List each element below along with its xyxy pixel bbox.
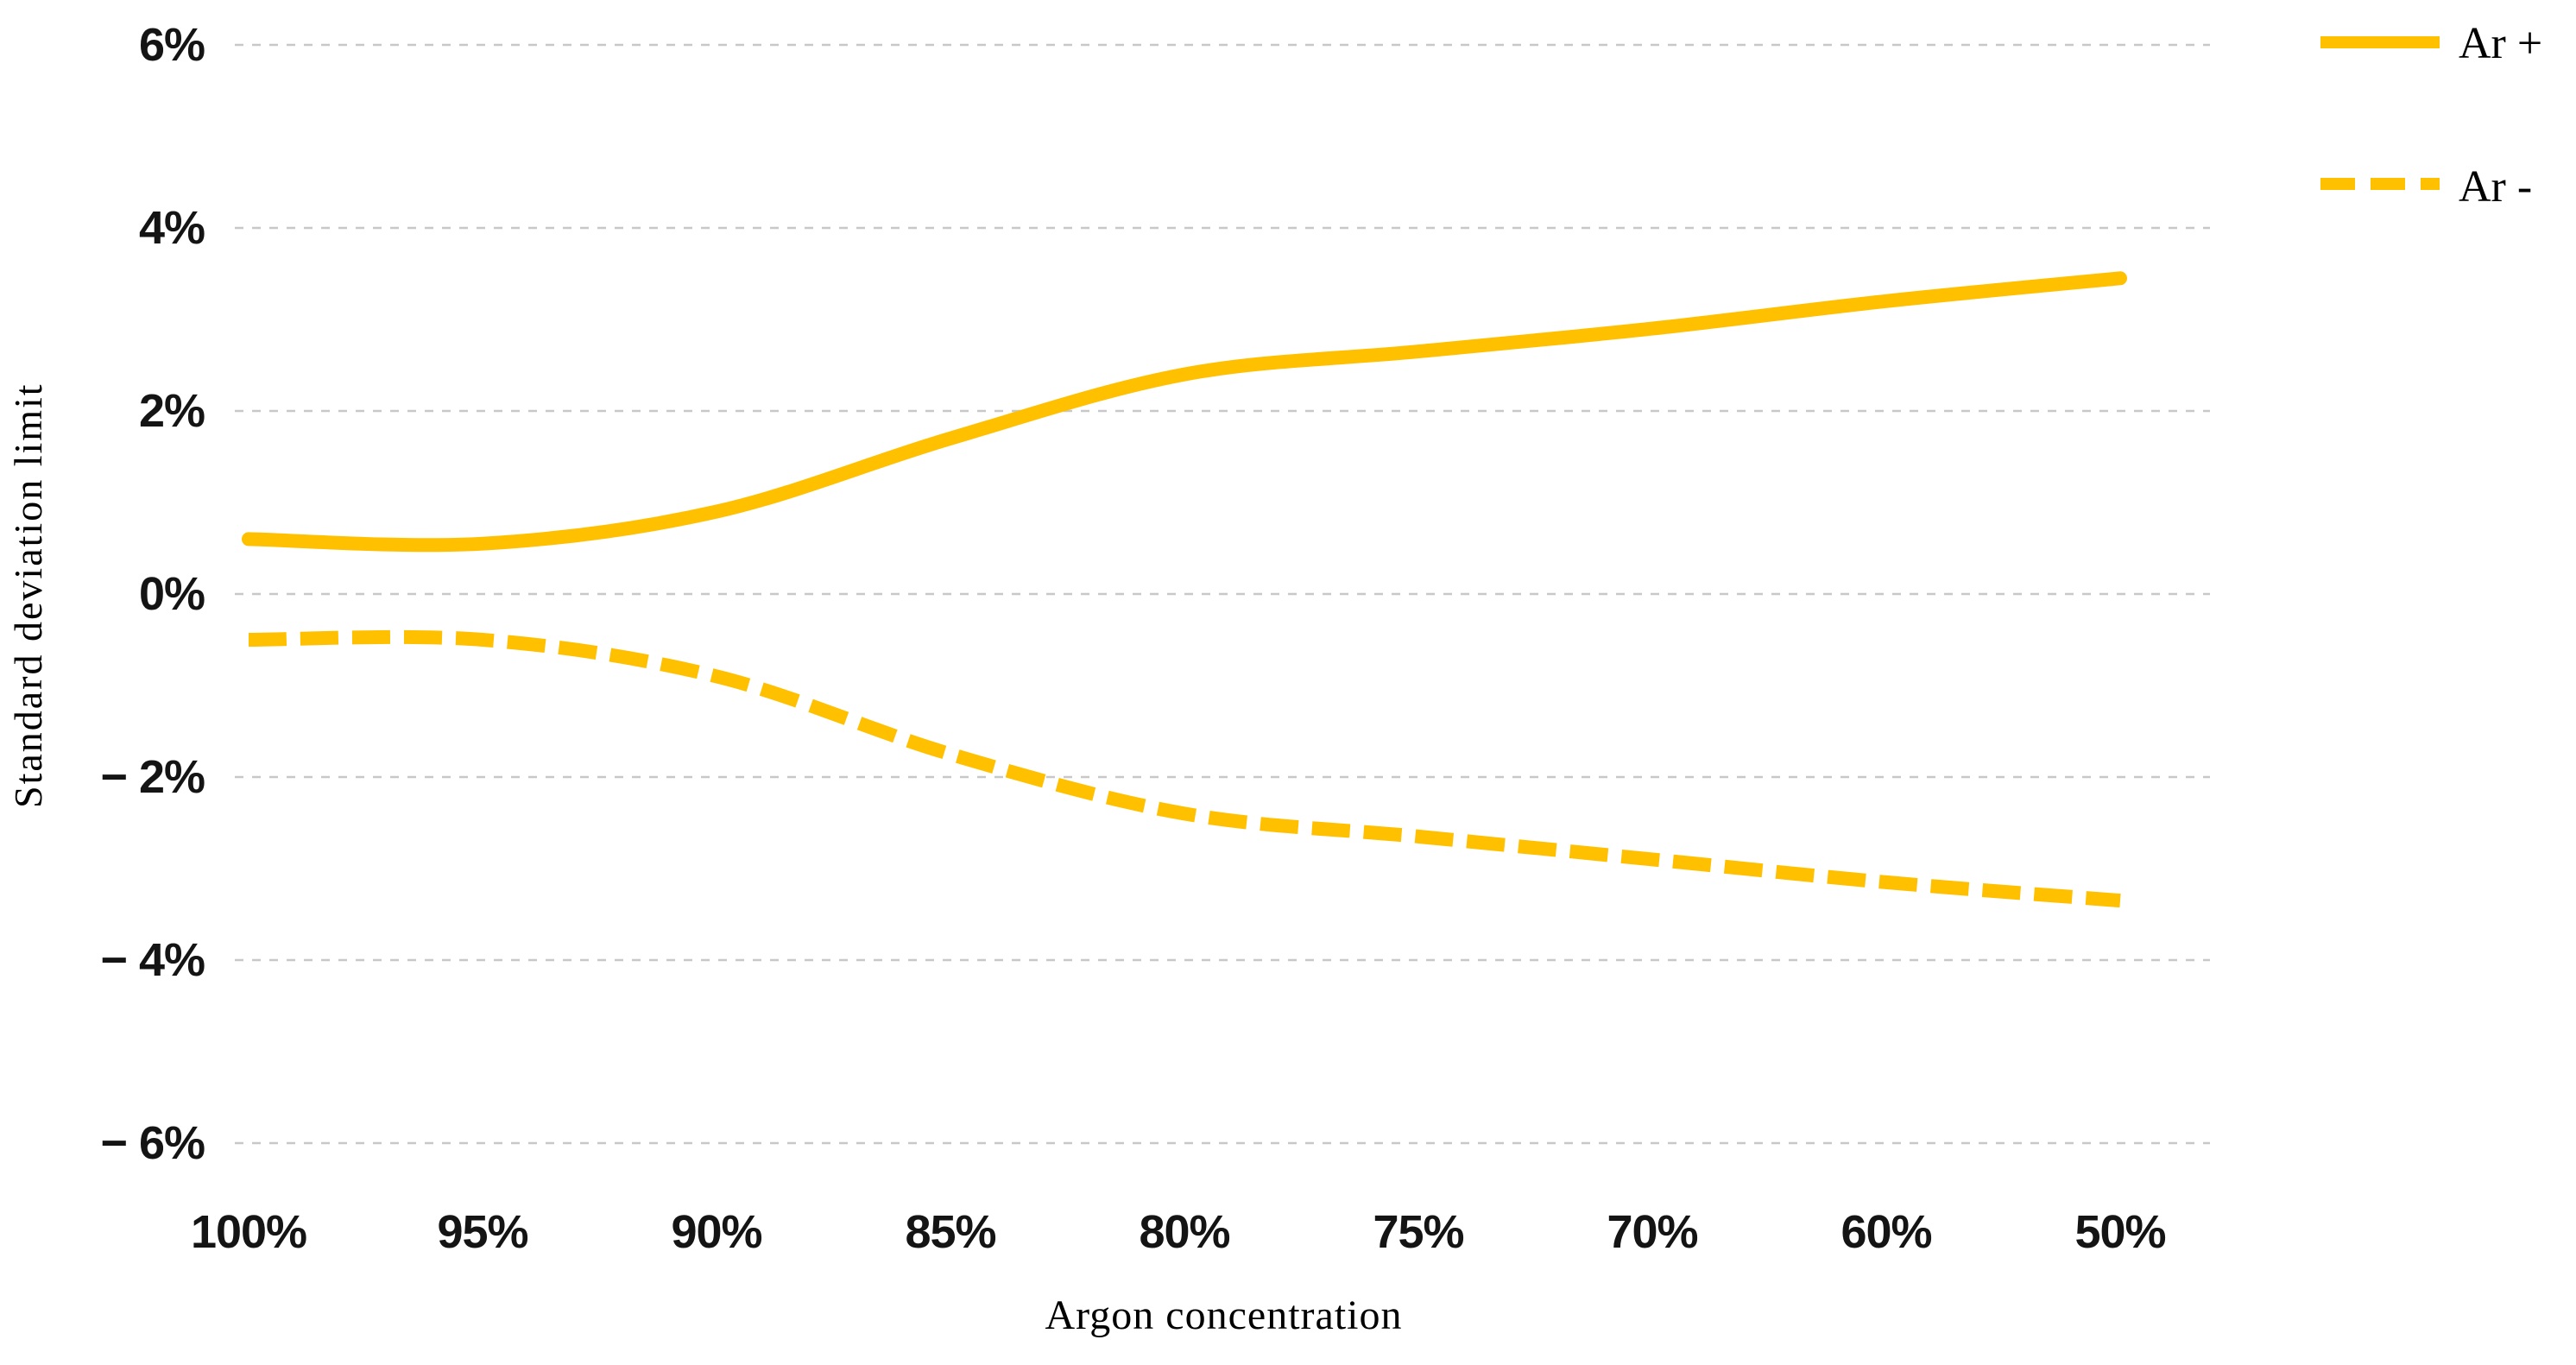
x-tick-label: 70% bbox=[1607, 1206, 1698, 1258]
x-tick-label: 60% bbox=[1840, 1206, 1932, 1258]
x-axis-title: Argon concentration bbox=[1045, 1292, 1403, 1338]
x-tick-label: 90% bbox=[671, 1206, 762, 1258]
series-line-ar-minus bbox=[248, 629, 2121, 908]
x-tick-label: 85% bbox=[905, 1206, 996, 1258]
y-tick-label: 2% bbox=[138, 385, 205, 437]
series-lines bbox=[242, 271, 2127, 908]
x-tick-label: 50% bbox=[2074, 1206, 2166, 1258]
series-line-ar-plus bbox=[242, 271, 2127, 553]
legend-label-ar-plus: Ar + bbox=[2459, 19, 2543, 68]
x-tick-label: 75% bbox=[1373, 1206, 1464, 1258]
x-tick-label: 100% bbox=[190, 1206, 307, 1258]
legend-line-dashed-swatch bbox=[2320, 178, 2440, 190]
y-tick-label: 4% bbox=[138, 202, 205, 254]
y-tick-label: − 4% bbox=[100, 934, 205, 986]
y-tick-label: − 2% bbox=[100, 751, 205, 803]
y-tick-label: 0% bbox=[138, 568, 205, 620]
x-tick-label: 95% bbox=[437, 1206, 528, 1258]
x-tick-label: 80% bbox=[1139, 1206, 1230, 1258]
y-tick-label: 6% bbox=[138, 19, 205, 71]
y-tick-label: − 6% bbox=[100, 1117, 205, 1169]
legend-label-ar-minus: Ar - bbox=[2459, 162, 2533, 212]
gridlines bbox=[235, 43, 2210, 1145]
legend-line-solid-swatch bbox=[2320, 36, 2440, 48]
